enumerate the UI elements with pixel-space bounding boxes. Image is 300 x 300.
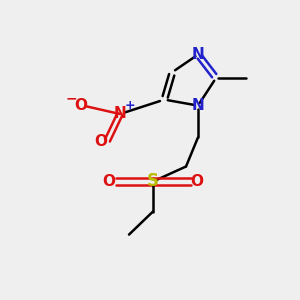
Text: N: N (114, 106, 126, 122)
Text: O: O (190, 174, 204, 189)
Text: N: N (192, 47, 204, 62)
Text: −: − (66, 91, 77, 105)
Text: +: + (124, 99, 135, 112)
Text: O: O (94, 134, 107, 149)
Text: S: S (147, 172, 159, 190)
Text: O: O (102, 174, 116, 189)
Text: O: O (74, 98, 87, 112)
Text: N: N (192, 98, 204, 113)
